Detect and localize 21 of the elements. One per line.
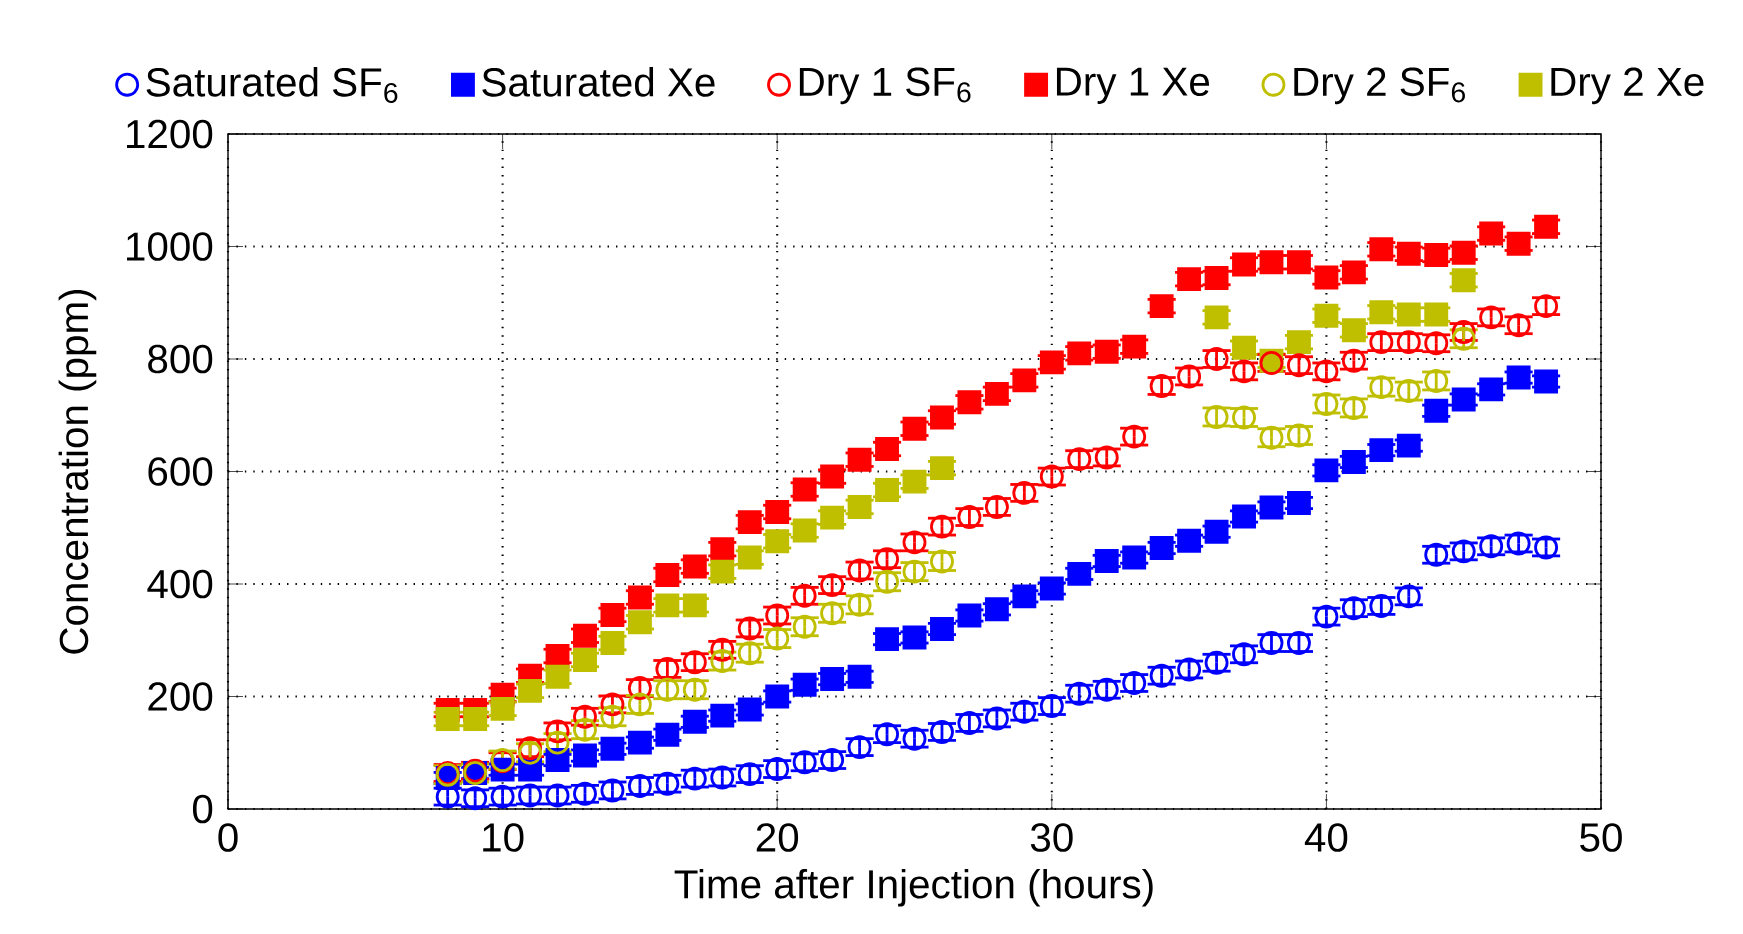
y-tick-label: 1200: [127, 119, 213, 149]
y-tick-label: 600: [148, 457, 213, 486]
legend-label: Dry 2 Xe: [1551, 67, 1704, 105]
y-tick-label: 800: [148, 344, 213, 374]
legend-label: Saturated Xe: [482, 67, 715, 97]
legend-label: Dry 1 SF$_{6}$: [799, 67, 971, 105]
x-tick-label: 0: [218, 823, 238, 852]
y-tick-label: 400: [147, 569, 213, 599]
x-tick-label: 30: [1030, 823, 1073, 852]
legend-label: Dry 1 Xe: [1056, 67, 1210, 104]
y-axis-title: Concentration (ppm): [58, 289, 97, 654]
y-tick-label: 0: [192, 794, 213, 824]
x-tick-label: 10: [483, 823, 524, 852]
legend-label: Saturated SF$_{6}$: [146, 67, 398, 103]
y-tick-label: 200: [148, 682, 213, 711]
legend-label: Dry 2 SF$_{6}$: [1294, 67, 1465, 105]
x-axis-title: Time after Injection (hours): [674, 868, 1153, 907]
y-tick-label: 1000: [127, 232, 213, 261]
x-tick-label: 20: [756, 823, 799, 852]
x-tick-label: 40: [1304, 823, 1348, 852]
x-tick-label: 50: [1580, 823, 1622, 852]
